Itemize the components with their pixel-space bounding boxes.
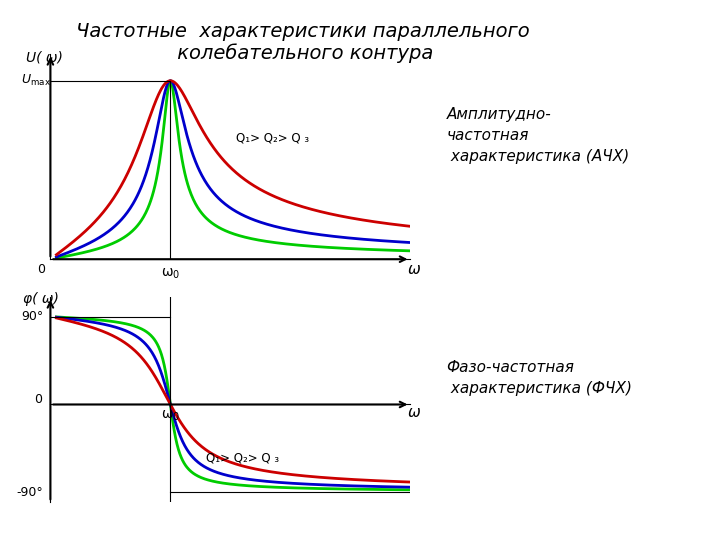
- Text: -90°: -90°: [17, 486, 43, 499]
- Text: ω$_0$: ω$_0$: [161, 266, 180, 281]
- Text: ω: ω: [408, 405, 420, 420]
- Text: φ( ω): φ( ω): [23, 292, 59, 306]
- Text: Фазо-частотная
 характеристика (ФЧХ): Фазо-частотная характеристика (ФЧХ): [446, 360, 632, 396]
- Text: ω: ω: [408, 262, 420, 278]
- Text: Частотные  характеристики параллельного
 колебательного контура: Частотные характеристики параллельного к…: [76, 22, 529, 63]
- Text: Q₁> Q₂> Q ₃: Q₁> Q₂> Q ₃: [236, 131, 310, 144]
- Text: 0: 0: [35, 393, 42, 406]
- Text: U( ω): U( ω): [26, 51, 63, 65]
- Text: 0: 0: [37, 264, 45, 276]
- Text: ω$_0$: ω$_0$: [161, 409, 180, 423]
- Text: Q₁> Q₂> Q ₃: Q₁> Q₂> Q ₃: [207, 452, 279, 465]
- Text: 90°: 90°: [22, 310, 43, 323]
- Text: $U_\mathrm{max}$: $U_\mathrm{max}$: [21, 73, 51, 89]
- Text: Амплитудно-
частотная
 характеристика (АЧХ): Амплитудно- частотная характеристика (АЧ…: [446, 106, 630, 164]
